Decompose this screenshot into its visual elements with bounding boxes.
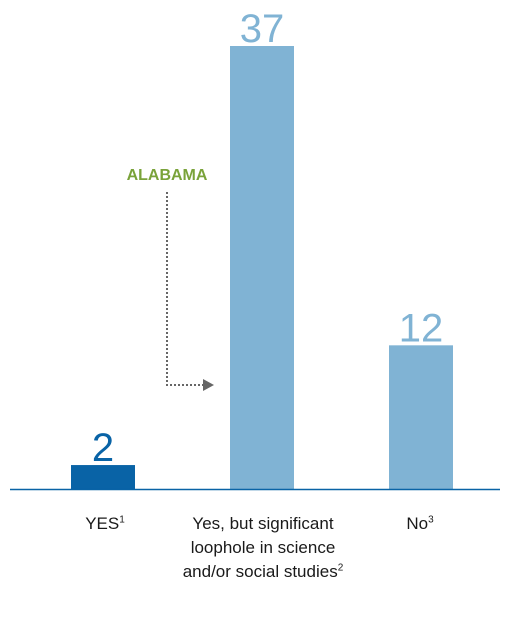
category-label-yes-loophole: Yes, but significant loophole in science… xyxy=(182,514,344,581)
bar-yes xyxy=(71,465,135,489)
annotation-arrow-line xyxy=(166,192,203,386)
bar-yes-loophole xyxy=(230,46,294,489)
value-label-no: 12 xyxy=(399,306,444,350)
bar-no xyxy=(389,345,453,489)
value-label-yes-loophole: 37 xyxy=(240,7,285,51)
category-label-no: No3 xyxy=(406,514,434,533)
value-label-yes: 2 xyxy=(92,426,114,470)
category-label-yes: YES1 xyxy=(85,514,125,533)
annotation-arrowhead xyxy=(203,379,214,391)
annotation-label: ALABAMA xyxy=(127,167,208,184)
